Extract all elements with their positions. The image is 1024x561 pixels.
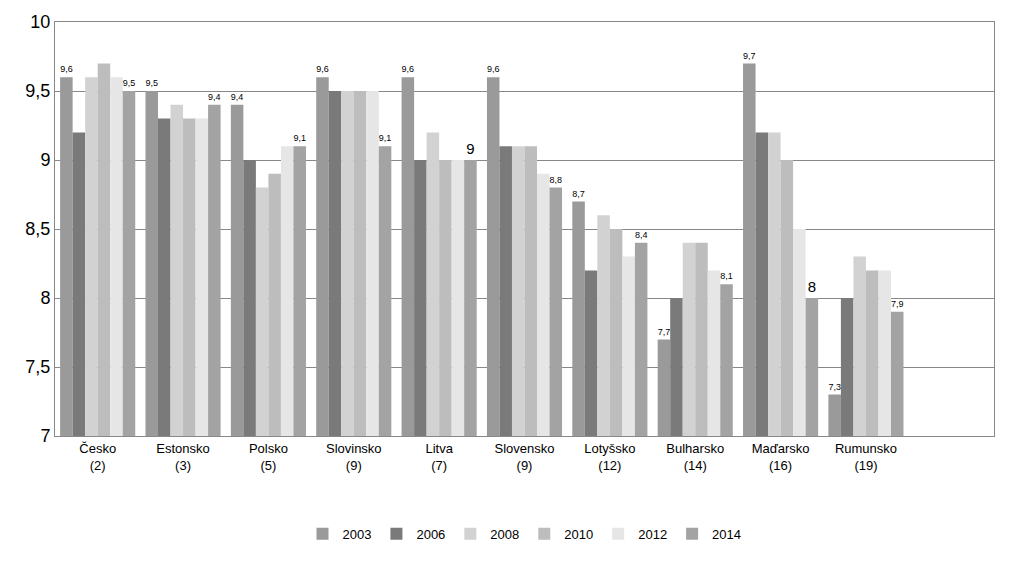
svg-text:Rumunsko(19): Rumunsko(19) [835,441,897,473]
svg-text:9,4: 9,4 [231,92,244,102]
svg-text:Slovensko(9): Slovensko(9) [495,441,555,473]
svg-text:7,5: 7,5 [25,357,50,377]
svg-text:9,6: 9,6 [60,64,73,74]
svg-text:2012: 2012 [638,527,667,542]
svg-text:10: 10 [30,12,50,32]
svg-text:Slovinsko(9): Slovinsko(9) [326,441,382,473]
svg-text:2010: 2010 [564,527,593,542]
svg-text:Maďarsko(16): Maďarsko(16) [752,441,810,473]
svg-text:2006: 2006 [416,527,445,542]
svg-text:2003: 2003 [343,527,372,542]
svg-text:9,6: 9,6 [316,64,329,74]
svg-text:7,7: 7,7 [658,327,671,337]
svg-text:9,1: 9,1 [293,133,306,143]
svg-text:9: 9 [40,150,50,170]
svg-text:8,5: 8,5 [25,219,50,239]
svg-text:9,5: 9,5 [25,81,50,101]
svg-text:7: 7 [40,426,50,446]
svg-text:Polsko(5): Polsko(5) [249,441,288,473]
svg-text:Lotyšsko(12): Lotyšsko(12) [584,441,635,473]
svg-text:9,5: 9,5 [145,78,158,88]
svg-text:8,8: 8,8 [550,175,563,185]
svg-text:9,6: 9,6 [487,64,500,74]
svg-text:2014: 2014 [712,527,741,542]
svg-text:7,9: 7,9 [891,299,904,309]
svg-text:Litva(7): Litva(7) [425,441,453,473]
svg-text:8,7: 8,7 [572,189,585,199]
svg-text:Bulharsko(14): Bulharsko(14) [666,441,724,473]
svg-text:9: 9 [466,140,474,157]
svg-text:7,3: 7,3 [828,382,841,392]
svg-text:8,4: 8,4 [635,230,648,240]
svg-text:Česko(2): Česko(2) [79,441,116,473]
svg-text:8: 8 [40,288,50,308]
svg-text:9,5: 9,5 [123,78,136,88]
svg-text:Estonsko(3): Estonsko(3) [156,441,209,473]
svg-text:8,1: 8,1 [720,271,733,281]
svg-text:9,7: 9,7 [743,51,756,61]
svg-text:8: 8 [808,278,816,295]
svg-text:9,4: 9,4 [208,92,221,102]
svg-text:2008: 2008 [490,527,519,542]
svg-text:9,1: 9,1 [379,133,392,143]
svg-text:9,6: 9,6 [402,64,415,74]
